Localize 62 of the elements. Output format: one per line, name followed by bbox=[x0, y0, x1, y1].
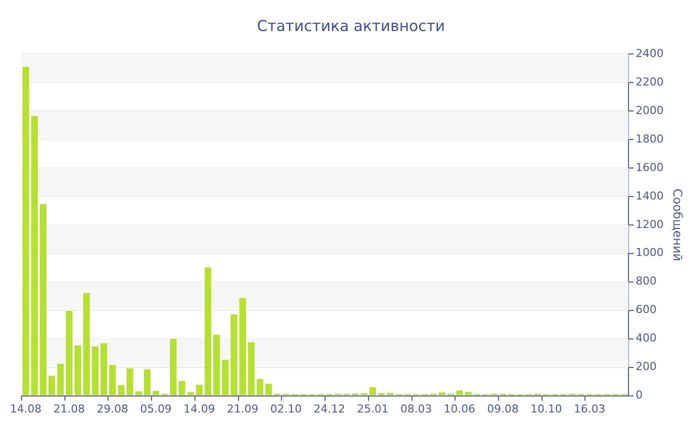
bar bbox=[74, 346, 82, 396]
bar bbox=[48, 376, 56, 396]
bar bbox=[83, 292, 90, 396]
bar bbox=[57, 364, 64, 396]
x-tick-label: 08.03 bbox=[400, 402, 432, 416]
y-tick-label: 0 bbox=[636, 388, 643, 402]
y-tick-label: 1400 bbox=[636, 189, 664, 202]
y-tick-label: 2200 bbox=[636, 75, 664, 88]
x-tick-label: 24.12 bbox=[314, 402, 346, 416]
bar bbox=[118, 385, 125, 396]
bar bbox=[187, 392, 194, 396]
y-tick-label: 400 bbox=[636, 332, 657, 345]
x-tick-label: 02.10 bbox=[270, 402, 302, 416]
chart-title: Статистика активности bbox=[257, 16, 445, 35]
bar bbox=[40, 204, 46, 396]
bar bbox=[100, 343, 108, 396]
bar bbox=[239, 298, 246, 396]
bar bbox=[386, 392, 394, 396]
bar bbox=[213, 334, 220, 396]
bar bbox=[248, 342, 255, 396]
x-tick-label: 14.08 bbox=[10, 402, 42, 416]
x-tick-label: 14.09 bbox=[184, 402, 216, 416]
y-tick-label: 1600 bbox=[636, 160, 664, 174]
bar bbox=[66, 311, 72, 396]
bar bbox=[126, 368, 134, 396]
bar bbox=[152, 390, 160, 396]
y-tick-label: 600 bbox=[636, 303, 657, 316]
x-tick-label: 21.08 bbox=[53, 402, 85, 416]
bar bbox=[22, 66, 30, 396]
bar bbox=[135, 391, 142, 396]
bar bbox=[196, 384, 203, 396]
y-tick-label: 2400 bbox=[636, 46, 664, 60]
y-tick-label: 200 bbox=[636, 360, 657, 374]
bar bbox=[369, 387, 376, 396]
bar bbox=[109, 365, 116, 396]
x-tick-label: 29.08 bbox=[96, 402, 128, 416]
bar bbox=[256, 378, 264, 396]
y-tick-label: 1000 bbox=[636, 246, 664, 260]
bar bbox=[170, 338, 177, 396]
x-tick-label: 10.10 bbox=[530, 402, 562, 416]
bar bbox=[178, 380, 186, 396]
x-tick-label: 25.01 bbox=[356, 402, 388, 416]
bar bbox=[204, 267, 212, 396]
x-tick-label: 09.08 bbox=[487, 402, 519, 416]
y-tick-label: 1800 bbox=[636, 132, 664, 146]
bar bbox=[464, 392, 472, 396]
bar bbox=[144, 369, 151, 396]
x-tick-label: 21.09 bbox=[226, 402, 258, 416]
x-tick-label: 10.06 bbox=[444, 402, 476, 416]
bar bbox=[438, 392, 446, 396]
bar bbox=[92, 346, 98, 396]
x-tick-label: 05.09 bbox=[140, 402, 172, 416]
bar bbox=[31, 116, 38, 396]
bar bbox=[456, 390, 463, 396]
y-tick-label: 800 bbox=[636, 274, 657, 288]
bar bbox=[230, 314, 238, 396]
bar bbox=[222, 360, 229, 396]
x-tick-label: 16.03 bbox=[574, 402, 606, 416]
y-tick-label: 1200 bbox=[636, 218, 664, 231]
y-tick-label: 2000 bbox=[636, 104, 664, 117]
bar bbox=[265, 384, 272, 396]
y-axis-title: Сообщений bbox=[670, 188, 685, 262]
